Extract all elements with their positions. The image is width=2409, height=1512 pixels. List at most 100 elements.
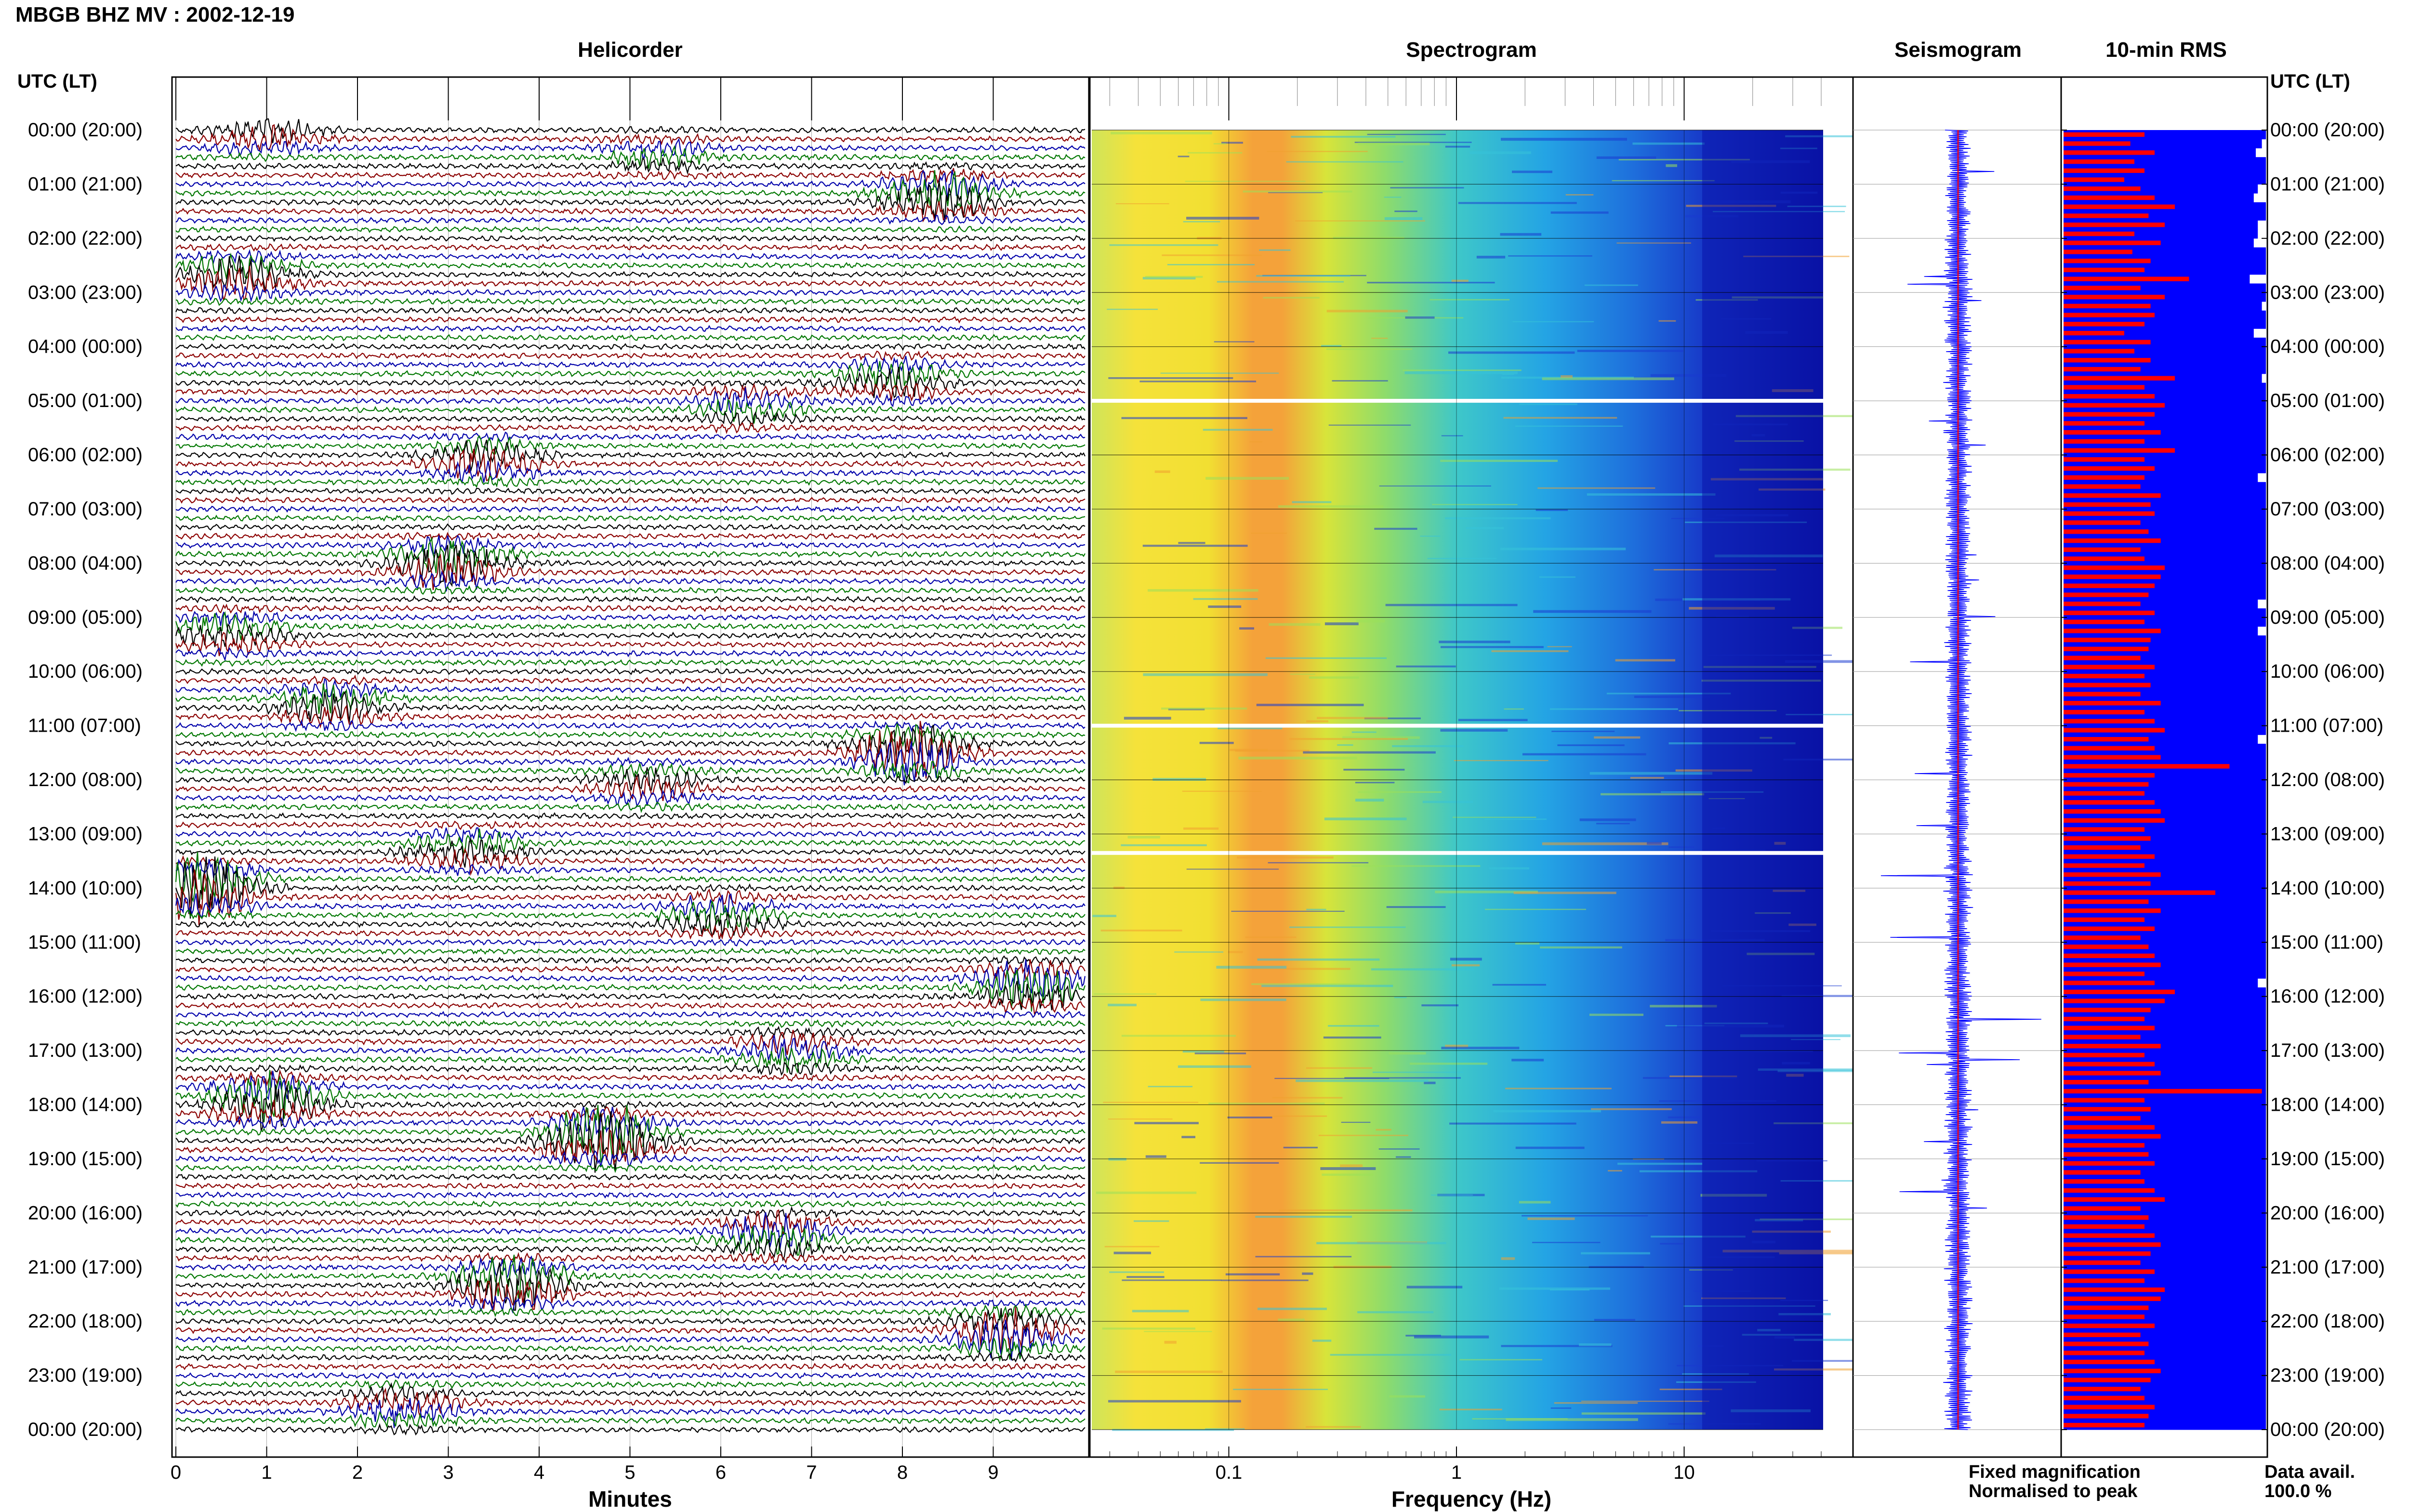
spectrogram-noise xyxy=(1522,753,1646,756)
spectrogram-noise xyxy=(1199,742,1234,744)
helicorder-trace xyxy=(175,775,1085,801)
spectrogram-noise xyxy=(1378,1148,1420,1150)
rms-normalised-bar xyxy=(2064,1161,2155,1166)
helicorder-trace xyxy=(175,724,1085,764)
spectrogram-noise xyxy=(1121,1035,1236,1037)
spectrogram-noise xyxy=(1532,1242,1601,1243)
row-label-right: 18:00 (14:00) xyxy=(2270,1094,2385,1116)
rms-normalised-bar xyxy=(2064,1125,2155,1130)
spectrogram-noise xyxy=(1489,867,1530,869)
spectrogram-noise xyxy=(1200,999,1286,1001)
spectrogram-noise xyxy=(1779,1252,1901,1255)
spectrogram-noise xyxy=(1785,660,1863,663)
rms-normalised-bar xyxy=(2064,520,2141,525)
spectrogram-noise xyxy=(1337,744,1353,746)
rms-normalised-bar xyxy=(2064,1170,2141,1175)
spectrogram-noise xyxy=(1259,249,1291,251)
spectrogram-noise xyxy=(1111,131,1212,134)
spectrogram-noise xyxy=(1554,1402,1638,1404)
helicorder-trace xyxy=(175,350,1085,361)
rms-normalised-bar xyxy=(2064,547,2141,552)
rms-normalised-bar xyxy=(2064,926,2155,931)
rms-normalised-bar xyxy=(2064,565,2165,570)
rms-normalised-bar xyxy=(2064,1215,2149,1220)
helicorder-trace xyxy=(175,1362,1085,1370)
helicorder-trace xyxy=(175,1382,1085,1404)
row-label-right: 04:00 (00:00) xyxy=(2270,336,2385,357)
helicorder-trace xyxy=(175,460,1085,485)
spectrogram-noise xyxy=(1458,202,1577,204)
rms-normalised-bar xyxy=(2064,204,2175,209)
rms-normalised-bar xyxy=(2064,854,2155,859)
helicorder-trace xyxy=(175,283,1085,302)
spectrogram-noise xyxy=(1272,1097,1343,1099)
helicorder-xlabel: Minutes xyxy=(588,1486,672,1512)
spectrogram-noise xyxy=(1519,1201,1551,1204)
helicorder-trace xyxy=(175,837,1085,868)
rms-normalised-bar xyxy=(2064,1062,2155,1066)
spectrogram-noise xyxy=(1515,425,1623,427)
spectrogram-noise xyxy=(1385,604,1518,606)
rms-normalised-bar xyxy=(2064,701,2161,706)
data-avail-value: 100.0 % xyxy=(2264,1481,2331,1501)
spectrogram-noise xyxy=(1355,799,1384,802)
spectrogram-noise xyxy=(1178,156,1190,158)
spectrogram-noise xyxy=(1634,696,1710,698)
spectrogram-noise xyxy=(1630,776,1664,779)
helicorder-trace xyxy=(175,690,1086,723)
spectrogram-noise xyxy=(1218,727,1283,729)
spectrogram-noise xyxy=(1660,1243,1683,1245)
spectrogram-noise xyxy=(1537,487,1655,489)
helicorder-trace xyxy=(175,534,1085,556)
helicorder-trace xyxy=(175,869,1085,925)
row-label-left: 08:00 (04:00) xyxy=(28,552,143,574)
spectrogram-noise xyxy=(1503,417,1617,419)
spectrogram-noise xyxy=(1107,308,1158,310)
helicorder-trace xyxy=(175,544,1085,587)
rms-normalised-bar xyxy=(2064,1359,2155,1365)
rms-normalised-bar xyxy=(2064,881,2151,886)
rms-normalised-bar xyxy=(2064,1071,2161,1076)
spectrogram-noise xyxy=(1502,373,1514,375)
tz-label-right: UTC (LT) xyxy=(2270,71,2350,92)
spectrogram-noise xyxy=(1539,576,1575,578)
row-label-right: 14:00 (10:00) xyxy=(2270,878,2385,899)
spectrogram-noise xyxy=(1306,1426,1361,1428)
spectrogram-noise xyxy=(1351,731,1377,733)
rms-normalised-bar xyxy=(2064,286,2141,290)
helicorder-trace xyxy=(175,623,1085,647)
rms-normalised-bar xyxy=(2064,421,2144,426)
rms-normalised-bar xyxy=(2064,610,2155,616)
helicorder-trace xyxy=(175,1104,1085,1163)
helicorder-trace xyxy=(175,570,1085,592)
helicorder-xtick-label: 7 xyxy=(806,1462,817,1483)
spectrogram-noise xyxy=(1225,1273,1280,1275)
spectrogram-noise xyxy=(1227,1117,1272,1118)
row-label-left: 16:00 (12:00) xyxy=(28,986,143,1007)
helicorder-trace xyxy=(175,1069,1085,1087)
helicorder-trace xyxy=(175,981,1085,1011)
rms-normalised-bar xyxy=(2064,683,2151,687)
row-label-right: 12:00 (08:00) xyxy=(2270,769,2385,790)
spectrogram-noise xyxy=(1341,1121,1371,1123)
rms-normalised-bar xyxy=(2064,1332,2141,1337)
rms-normalised-bar xyxy=(2064,1079,2149,1085)
spectrogram-noise xyxy=(1213,143,1227,145)
spectrogram-noise xyxy=(1257,1307,1327,1310)
helicorder-trace xyxy=(175,265,1085,301)
rms-normalised-bar xyxy=(2064,223,2165,227)
spectrogram-noise xyxy=(1550,211,1609,214)
station-title: MBGB BHZ MV : 2002-12-19 xyxy=(15,3,294,26)
rms-normalised-bar xyxy=(2064,349,2134,354)
spectrogram-noise xyxy=(1094,993,1157,995)
spectrogram-noise xyxy=(1594,1319,1635,1321)
spectrogram-noise xyxy=(1104,1246,1160,1248)
spectrogram-noise xyxy=(1333,237,1404,239)
spectrogram-noise xyxy=(1542,377,1674,381)
spectrogram-noise xyxy=(1279,1209,1413,1211)
spectrogram-noise xyxy=(1103,1102,1199,1103)
spectrogram-noise xyxy=(1324,622,1359,626)
spectrogram-noise xyxy=(1243,190,1352,193)
rms-normalised-bar xyxy=(2064,403,2165,408)
spectrogram-noise xyxy=(1182,1050,1224,1053)
